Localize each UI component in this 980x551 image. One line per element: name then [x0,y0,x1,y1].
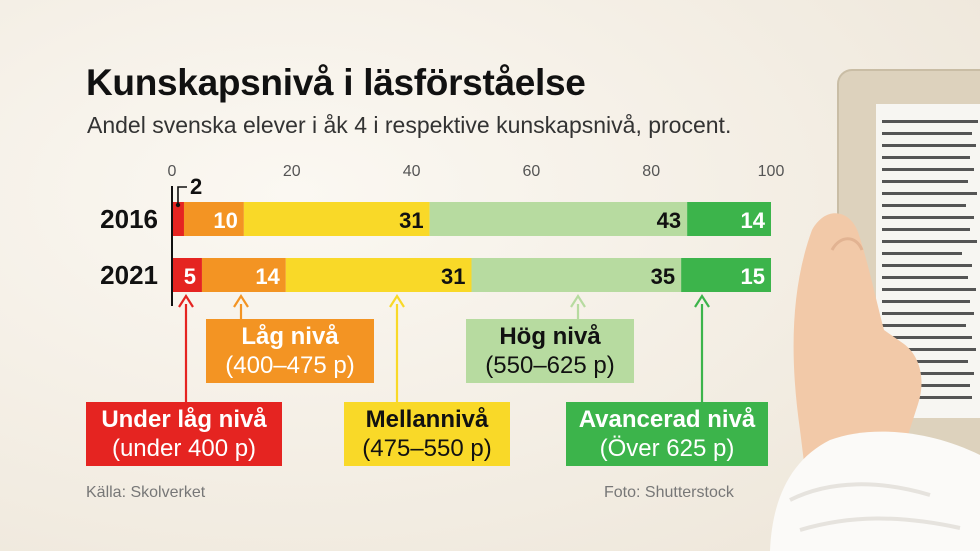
callout-line [177,186,187,205]
x-tick-label: 20 [283,163,301,180]
x-tick-label: 60 [523,163,541,180]
data-label: 10 [213,208,237,233]
bar-segment [243,202,430,236]
chart-subtitle: Andel svenska elever i åk 4 i respektive… [87,112,732,138]
bar-segment [429,202,688,236]
bar-segment [172,202,184,236]
legend-entry-name: Låg nivå [241,323,339,350]
legend-arrow-head [233,293,249,308]
x-tick-label: 80 [642,163,660,180]
legend-entry-name: Mellannivå [365,406,489,433]
data-label: 43 [657,208,681,233]
legend-entry-name: Hög nivå [499,323,601,350]
legend-arrow-head [570,293,586,308]
legend-entry: Under låg nivå (under 400 p) [86,402,282,466]
data-label: 15 [741,264,765,289]
legend-entry-range: (550–625 p) [485,352,615,379]
data-label: 5 [184,264,196,289]
photo-credit: Foto: Shutterstock [604,484,734,501]
legend-entry-name: Under låg nivå [101,406,267,433]
data-label: 31 [399,208,423,233]
bar-segment [285,258,472,292]
legend-entry: Låg nivå (400–475 p) [206,319,374,383]
legend-entry-range: (400–475 p) [225,352,355,379]
legend-entry-range: (under 400 p) [111,435,257,462]
bar-segment [681,258,771,292]
data-label: 14 [255,264,280,289]
legend-entry-name: Avancerad nivå [578,406,756,433]
legend-entry: Hög nivå (550–625 p) [466,319,634,383]
source-note: Källa: Skolverket [86,484,206,501]
x-tick-label: 100 [758,163,785,180]
data-label: 14 [741,208,766,233]
data-label: 2 [190,174,202,199]
x-tick-label: 40 [403,163,421,180]
legend-entry: Mellannivå (475–550 p) [344,402,510,466]
bar-segment [201,258,286,292]
legend-arrow-head [389,293,405,308]
legend-entry-range: (475–550 p) [362,435,492,462]
legend-entry: Avancerad nivå (Över 625 p) [566,402,768,466]
data-label: 35 [651,264,675,289]
data-label: 31 [441,264,465,289]
legend-entry-range: (Över 625 p) [599,435,735,462]
bar-segment [172,258,202,292]
bar-segment [471,258,682,292]
chart-title: Kunskapsnivå i läsförståelse [86,62,586,103]
category-label: 2021 [100,260,158,290]
x-tick-label: 0 [168,163,177,180]
category-label: 2016 [100,204,158,234]
legend-arrow-head [178,293,194,308]
bar-segment [183,202,244,236]
bar-segment [687,202,771,236]
legend-arrow-head [694,293,710,308]
hand-photo [770,213,980,551]
